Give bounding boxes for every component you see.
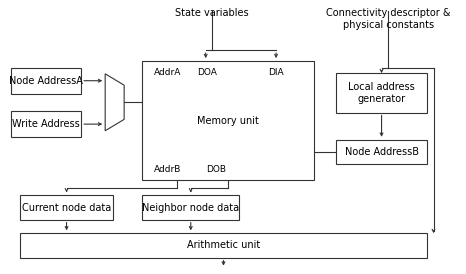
Text: Local address
generator: Local address generator <box>348 82 415 104</box>
FancyBboxPatch shape <box>21 233 427 258</box>
Text: DOB: DOB <box>206 165 226 175</box>
FancyBboxPatch shape <box>336 140 427 164</box>
FancyBboxPatch shape <box>11 68 81 94</box>
Text: DOA: DOA <box>198 68 217 77</box>
Text: Memory unit: Memory unit <box>197 116 259 126</box>
Text: DIA: DIA <box>268 68 284 77</box>
FancyBboxPatch shape <box>142 195 240 220</box>
FancyBboxPatch shape <box>336 73 427 113</box>
FancyBboxPatch shape <box>142 61 314 180</box>
Text: Current node data: Current node data <box>22 202 111 213</box>
FancyBboxPatch shape <box>21 195 113 220</box>
Text: Node AddressB: Node AddressB <box>344 147 418 157</box>
Text: Connectivity descriptor &
physical constants: Connectivity descriptor & physical const… <box>326 8 451 30</box>
Text: Node AddressA: Node AddressA <box>9 76 83 86</box>
Text: AddrB: AddrB <box>154 165 182 175</box>
Text: Neighbor node data: Neighbor node data <box>142 202 240 213</box>
Text: Arithmetic unit: Arithmetic unit <box>187 241 260 250</box>
FancyBboxPatch shape <box>11 111 81 137</box>
Text: Write Address: Write Address <box>13 119 80 129</box>
Text: AddrA: AddrA <box>154 68 182 77</box>
Text: State variables: State variables <box>175 8 249 18</box>
